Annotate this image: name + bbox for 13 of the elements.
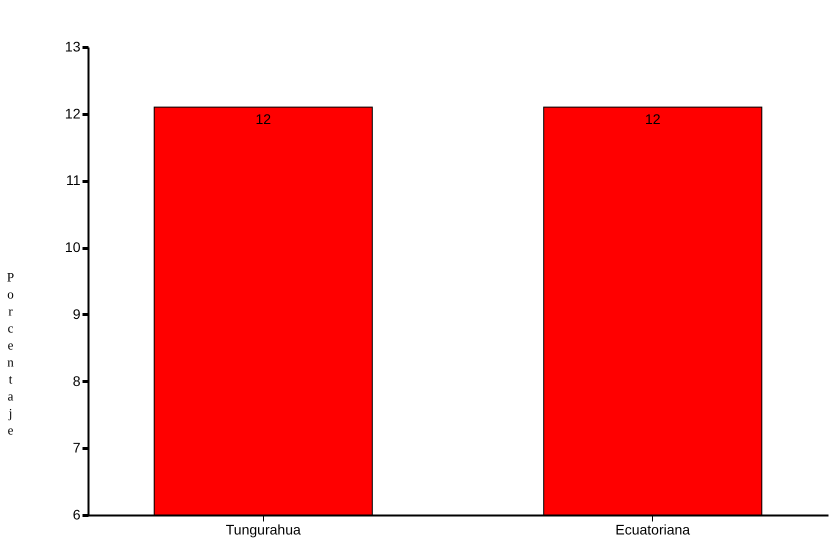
y-tick-label: 13	[64, 38, 81, 54]
text: Porcentaje	[6, 270, 14, 438]
y-tick-label: 11	[66, 172, 81, 188]
y-tick-label: 6	[72, 506, 81, 522]
y-tick-label: 12	[64, 105, 81, 122]
y-tick-label: 10	[64, 239, 81, 256]
data-label: 12	[255, 111, 272, 128]
data-label: 12	[644, 111, 661, 128]
x-tick-label: Ecuatoriana	[615, 522, 690, 538]
y-tick-label: 7	[72, 440, 81, 456]
y-tick-label: 9	[72, 306, 81, 322]
x-tick-label: Tungurahua	[226, 522, 301, 538]
y-tick-label: 8	[72, 372, 81, 389]
